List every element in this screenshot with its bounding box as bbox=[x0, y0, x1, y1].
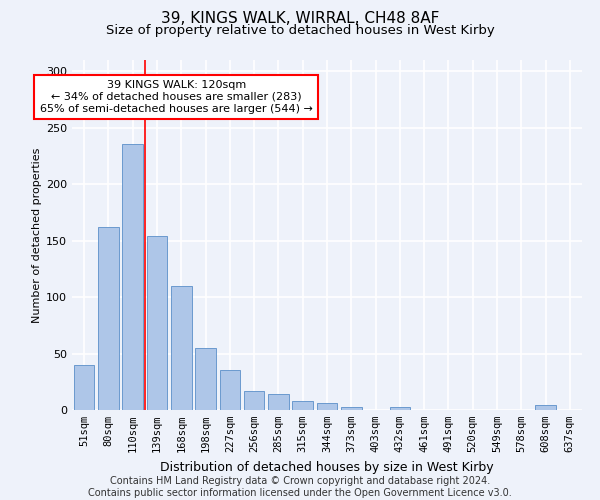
X-axis label: Distribution of detached houses by size in West Kirby: Distribution of detached houses by size … bbox=[160, 460, 494, 473]
Text: 39, KINGS WALK, WIRRAL, CH48 8AF: 39, KINGS WALK, WIRRAL, CH48 8AF bbox=[161, 11, 439, 26]
Bar bbox=[268, 394, 289, 410]
Bar bbox=[341, 406, 362, 410]
Text: Size of property relative to detached houses in West Kirby: Size of property relative to detached ho… bbox=[106, 24, 494, 37]
Bar bbox=[244, 391, 265, 410]
Y-axis label: Number of detached properties: Number of detached properties bbox=[32, 148, 42, 322]
Bar bbox=[171, 286, 191, 410]
Bar bbox=[146, 236, 167, 410]
Bar bbox=[317, 403, 337, 410]
Bar bbox=[389, 406, 410, 410]
Bar bbox=[535, 406, 556, 410]
Bar bbox=[98, 227, 119, 410]
Bar bbox=[74, 365, 94, 410]
Bar bbox=[195, 348, 216, 410]
Bar bbox=[220, 370, 240, 410]
Text: 39 KINGS WALK: 120sqm
← 34% of detached houses are smaller (283)
65% of semi-det: 39 KINGS WALK: 120sqm ← 34% of detached … bbox=[40, 80, 313, 114]
Bar bbox=[122, 144, 143, 410]
Text: Contains HM Land Registry data © Crown copyright and database right 2024.
Contai: Contains HM Land Registry data © Crown c… bbox=[88, 476, 512, 498]
Bar bbox=[292, 401, 313, 410]
